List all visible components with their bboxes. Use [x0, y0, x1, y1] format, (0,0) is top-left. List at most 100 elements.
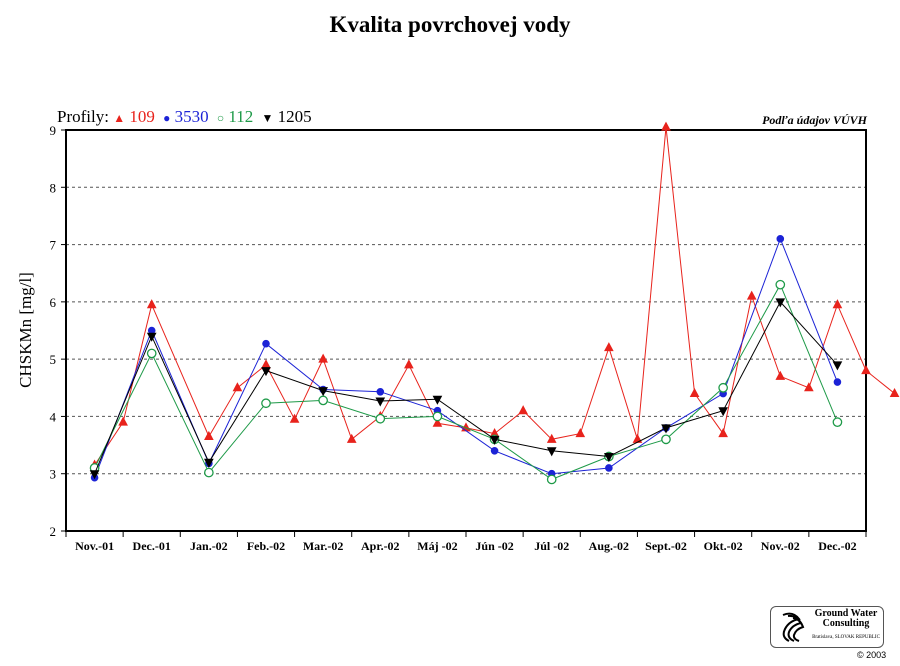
y-axis: 2 3 4 5 6 7 8 9: [50, 123, 66, 539]
data-point: [375, 413, 386, 424]
logo-text: Ground Water Consulting: [814, 608, 878, 629]
x-tick-label: Jan.-02: [190, 539, 228, 553]
legend-prefix: Profily:: [57, 107, 109, 126]
data-point: [146, 332, 157, 342]
data-point: [318, 387, 328, 397]
data-point: [804, 382, 814, 392]
data-point: [718, 382, 728, 393]
logo-subtext: Bratislava, SLOVAK REPUBLIC: [812, 635, 880, 640]
data-point: [775, 279, 786, 290]
x-tick-label: Júl -02: [534, 539, 569, 553]
data-point: [318, 353, 328, 363]
waves-logo-icon: [782, 612, 805, 642]
data-point: [889, 387, 900, 398]
data-point: [832, 299, 843, 309]
legend-marker-icon: ○: [216, 111, 225, 125]
y-tick-label: 5: [50, 352, 57, 367]
data-point: [832, 361, 843, 371]
data-point: [432, 411, 443, 422]
x-tick-label: Apr.-02: [361, 539, 400, 553]
data-point: [546, 447, 557, 457]
data-point: [661, 424, 671, 434]
chart-title: Kvalita povrchovej vody: [329, 12, 571, 37]
data-point: [746, 290, 757, 300]
series-line: [94, 237, 838, 478]
legend-marker-icon: ▲: [113, 111, 126, 125]
x-tick-label: Okt.-02: [704, 539, 743, 553]
data-point: [661, 121, 671, 131]
data-point: [204, 430, 214, 440]
source-note: Podľa údajov VÚVH: [762, 113, 867, 127]
data-point: [861, 365, 871, 375]
data-point: [404, 359, 414, 369]
data-point: [146, 299, 157, 309]
series-line: [94, 283, 838, 480]
data-point: [546, 474, 557, 485]
series-line: [94, 301, 838, 474]
x-tick-label: Sept.-02: [645, 539, 687, 553]
data-point: [490, 447, 499, 455]
data-point: [833, 378, 842, 386]
data-point: [289, 413, 300, 423]
x-tick-label: Nov.-02: [761, 539, 800, 553]
data-point: [261, 359, 271, 369]
data-point: [605, 464, 613, 472]
data-point: [89, 470, 100, 480]
data-point: [432, 395, 443, 405]
x-tick-label: Mar.-02: [303, 539, 344, 553]
data-point: [232, 382, 243, 392]
legend-label: 112: [228, 107, 254, 126]
legend-item-1205: ▼ 1205: [257, 107, 311, 126]
y-tick-label: 3: [50, 467, 57, 482]
legend-item-109: ▲ 109: [113, 107, 155, 126]
x-tick-label: Aug.-02: [589, 539, 629, 553]
data-point: [318, 395, 328, 406]
legend: Profily: ▲ 109 ● 3530 ○ 112 ▼ 1205: [57, 107, 316, 127]
x-tick-label: Dec.-02: [818, 539, 856, 553]
data-point: [604, 453, 614, 463]
legend-marker-icon: ▼: [261, 111, 274, 125]
legend-label: 3530: [174, 107, 209, 126]
data-point: [776, 235, 785, 243]
data-point: [376, 387, 385, 396]
legend-item-3530: ● 3530: [159, 107, 209, 126]
x-tick-label: Feb.-02: [247, 539, 285, 553]
y-tick-label: 7: [50, 238, 57, 253]
series-109: [89, 121, 900, 469]
data-point: [262, 339, 270, 348]
series-3530: [90, 235, 842, 482]
legend-label: 109: [129, 107, 155, 126]
data-point: [204, 467, 214, 478]
legend-marker-icon: ●: [163, 111, 171, 125]
data-point: [546, 433, 557, 443]
data-point: [432, 417, 443, 427]
x-tick-label: Máj -02: [417, 539, 457, 553]
data-point: [775, 370, 786, 380]
series-112: [89, 279, 843, 485]
data-point: [575, 428, 586, 438]
y-tick-label: 4: [50, 409, 57, 424]
legend-items: ▲ 109 ● 3530 ○ 112 ▼ 1205: [113, 107, 315, 126]
series-layer: [89, 121, 900, 485]
y-tick-label: 6: [50, 295, 57, 310]
x-tick-label: Jún -02: [475, 539, 513, 553]
data-point: [346, 433, 357, 443]
series-1205: [89, 298, 843, 480]
data-point: [261, 367, 271, 377]
data-point: [661, 434, 671, 445]
data-point: [775, 298, 786, 308]
y-tick-label: 2: [50, 524, 57, 539]
legend-item-112: ○ 112: [213, 107, 254, 126]
data-point: [718, 428, 728, 438]
x-axis: Nov.-01 Dec.-01 Jan.-02 Feb.-02 Mar.-02 Apr.-…: [65, 531, 867, 553]
data-point: [375, 397, 386, 407]
company-logo: Ground Water Consulting Bratislava, SLOV…: [770, 606, 884, 648]
y-axis-label: CHSKMn [mg/l]: [16, 272, 35, 388]
legend-label: 1205: [277, 107, 312, 126]
copyright-text: © 2003: [857, 650, 887, 660]
data-point: [604, 342, 614, 352]
x-tick-label: Nov.-01: [75, 539, 114, 553]
data-point: [718, 407, 728, 417]
y-tick-label: 9: [50, 123, 57, 138]
